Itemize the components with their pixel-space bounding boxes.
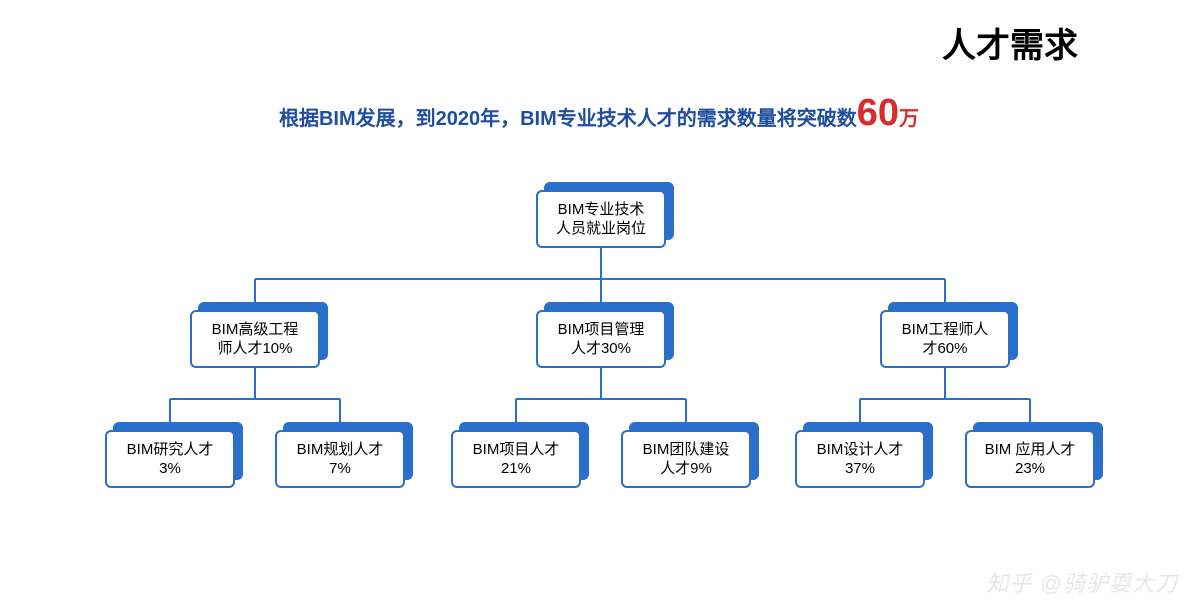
tree-node-root: BIM专业技术人员就业岗位: [536, 190, 666, 248]
tree-node-label: BIM项目人才21%: [473, 440, 560, 479]
page-title-text: 人才需求: [942, 27, 1078, 65]
tree-node-c: BIM工程师人才60%: [880, 310, 1010, 368]
tree-node-label: BIM高级工程师人才10%: [212, 320, 299, 359]
watermark-text: 知乎 @骑驴耍大刀: [987, 571, 1178, 596]
subtitle-suffix: 万: [899, 108, 919, 130]
tree-node-c2: BIM 应用人才23%: [965, 430, 1095, 488]
tree-node-box: BIM项目管理人才30%: [536, 310, 666, 368]
tree-node-box: BIM研究人才3%: [105, 430, 235, 488]
page-title: 人才需求: [942, 18, 1078, 67]
tree-node-b1: BIM项目人才21%: [451, 430, 581, 488]
tree-node-label: BIM项目管理人才30%: [558, 320, 645, 359]
tree-node-box: BIM高级工程师人才10%: [190, 310, 320, 368]
tree-node-label: BIM团队建设人才9%: [643, 440, 730, 479]
tree-node-box: BIM团队建设人才9%: [621, 430, 751, 488]
tree-node-label: BIM规划人才7%: [297, 440, 384, 479]
tree-node-box: BIM 应用人才23%: [965, 430, 1095, 488]
tree-node-box: BIM规划人才7%: [275, 430, 405, 488]
tree-node-box: BIM设计人才37%: [795, 430, 925, 488]
tree-node-box: BIM专业技术人员就业岗位: [536, 190, 666, 248]
tree-node-b2: BIM团队建设人才9%: [621, 430, 751, 488]
tree-node-label: BIM研究人才3%: [127, 440, 214, 479]
tree-node-b: BIM项目管理人才30%: [536, 310, 666, 368]
tree-node-c1: BIM设计人才37%: [795, 430, 925, 488]
subtitle-highlight: 60: [857, 92, 899, 134]
tree-node-a2: BIM规划人才7%: [275, 430, 405, 488]
tree-node-box: BIM项目人才21%: [451, 430, 581, 488]
tree-node-a1: BIM研究人才3%: [105, 430, 235, 488]
tree-node-label: BIM 应用人才23%: [985, 440, 1076, 479]
tree-node-label: BIM工程师人才60%: [902, 320, 989, 359]
tree-node-label: BIM设计人才37%: [817, 440, 904, 479]
tree-node-label: BIM专业技术人员就业岗位: [556, 200, 646, 239]
subtitle-prefix: 根据BIM发展，到2020年，BIM专业技术人才的需求数量将突破数: [279, 108, 857, 130]
watermark: 知乎 @骑驴耍大刀: [987, 566, 1178, 598]
tree-node-a: BIM高级工程师人才10%: [190, 310, 320, 368]
tree-node-box: BIM工程师人才60%: [880, 310, 1010, 368]
subtitle: 根据BIM发展，到2020年，BIM专业技术人才的需求数量将突破数60万: [0, 92, 1198, 135]
